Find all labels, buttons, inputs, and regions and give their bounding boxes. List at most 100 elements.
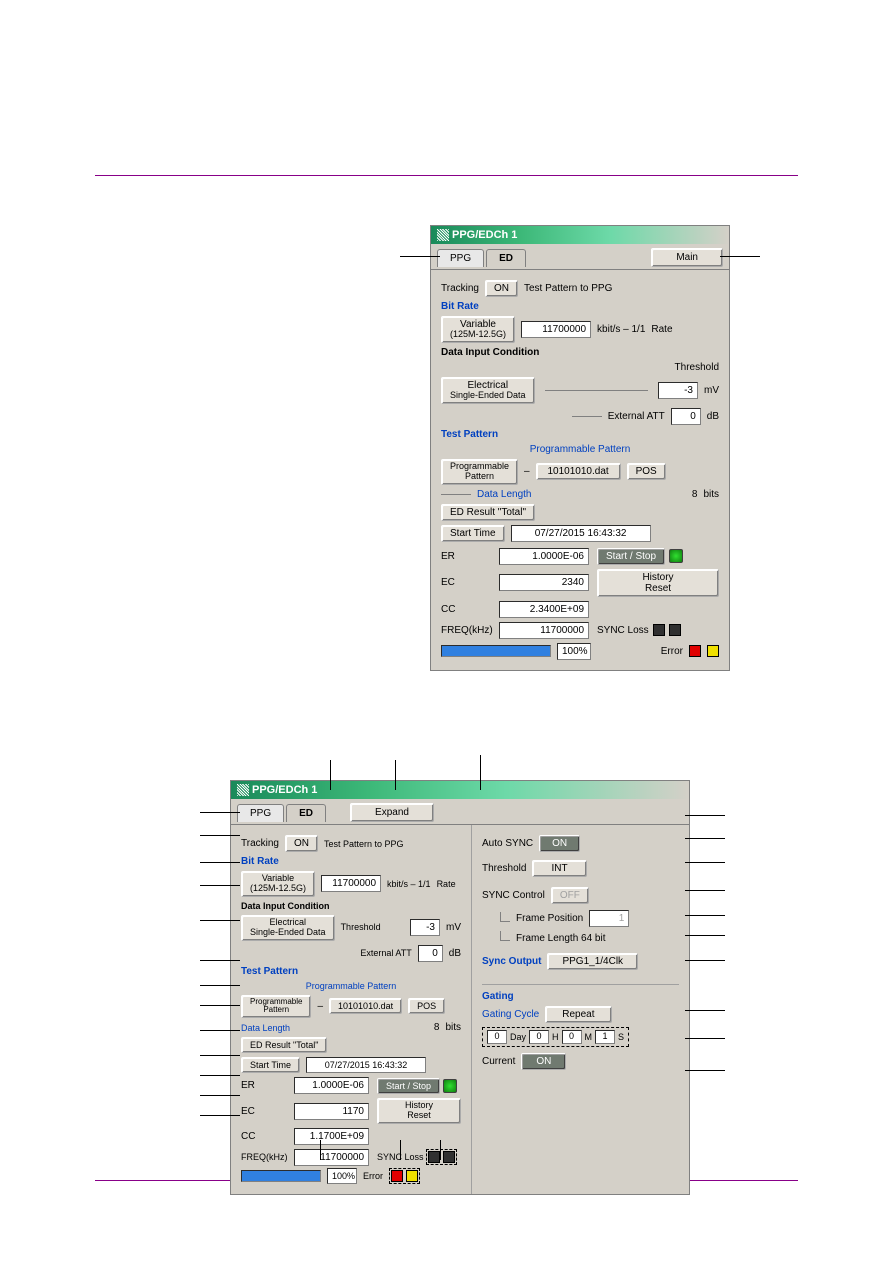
callout [320, 1140, 321, 1160]
prog-pattern-button[interactable]: Programmable Pattern [241, 995, 311, 1019]
ed-result-button[interactable]: ED Result "Total" [241, 1037, 327, 1053]
error-label: Error [661, 646, 683, 657]
progress-pct: 100% [327, 1168, 357, 1184]
pos-button[interactable]: POS [627, 463, 666, 480]
callout [395, 760, 396, 790]
sync-loss-label: SYNC Loss [597, 625, 649, 636]
rate-label: Rate [437, 879, 456, 889]
progress-bar [241, 1170, 321, 1182]
tracking-label: Tracking [241, 838, 279, 849]
ec-label: EC [441, 577, 491, 588]
gating-day-input[interactable]: 0 [487, 1030, 507, 1044]
ext-att-input[interactable]: 0 [671, 408, 701, 425]
callout [200, 1095, 240, 1096]
electrical-button[interactable]: Electrical Single-Ended Data [241, 915, 335, 941]
history-reset-button[interactable]: History Reset [597, 569, 719, 597]
frame-position-label: Frame Position [516, 913, 583, 924]
current-on-button[interactable]: ON [521, 1053, 566, 1070]
bitrate-input[interactable]: 11700000 [321, 875, 381, 892]
callout [685, 915, 725, 916]
gating-s-input[interactable]: 1 [595, 1030, 615, 1044]
variable-line2: (125M-12.5G) [250, 884, 306, 894]
pos-button[interactable]: POS [408, 998, 445, 1014]
data-input-cond-label: Data Input Condition [241, 901, 461, 911]
bitrate-section-label: Bit Rate [441, 301, 719, 312]
error-red-indicator-icon [391, 1170, 403, 1182]
sync-loss-indicator2-icon [443, 1151, 455, 1163]
progress-bar [441, 645, 551, 657]
ec-label: EC [241, 1106, 286, 1117]
threshold-label: Threshold [341, 922, 381, 932]
freq-value: 11700000 [499, 622, 589, 639]
data-length-value: 8 [692, 489, 698, 500]
error-yellow-indicator-icon [406, 1170, 418, 1182]
pattern-file-button[interactable]: 10101010.dat [536, 463, 621, 480]
bits-label: bits [445, 1022, 461, 1033]
sync-control-off-button[interactable]: OFF [551, 887, 589, 904]
day-unit: Day [510, 1032, 526, 1042]
app-icon [437, 229, 449, 241]
callout [685, 1010, 725, 1011]
callout [200, 862, 240, 863]
pattern-file-button[interactable]: 10101010.dat [329, 998, 402, 1014]
electrical-button[interactable]: Electrical Single-Ended Data [441, 377, 535, 404]
expand-button[interactable]: Expand [350, 803, 434, 822]
sync-loss-indicator-icon [653, 624, 665, 636]
sync-loss-indicator-icon [428, 1151, 440, 1163]
test-pattern-section-label: Test Pattern [241, 966, 461, 977]
sync-control-label: SYNC Control [482, 890, 545, 901]
callout [200, 920, 240, 921]
timestamp-display: 07/27/2015 16:43:32 [511, 525, 651, 542]
frame-length-label: Frame Length 64 bit [516, 933, 606, 944]
tab-ed[interactable]: ED [286, 804, 326, 822]
callout [685, 862, 725, 863]
variable-rate-button[interactable]: Variable (125M-12.5G) [241, 871, 315, 897]
tab-ed[interactable]: ED [486, 249, 526, 267]
tab-ppg[interactable]: PPG [437, 249, 484, 267]
titlebar-2: PPG/EDCh 1 [231, 781, 689, 799]
callout [200, 1115, 240, 1116]
db-label: dB [707, 411, 719, 422]
error-label: Error [363, 1171, 383, 1181]
panel-ppg-ed-compact: PPG/EDCh 1 PPG ED Main Tracking ON Test … [430, 225, 730, 671]
tracking-on-button[interactable]: ON [485, 280, 518, 297]
m-unit: M [585, 1032, 593, 1042]
ed-result-button[interactable]: ED Result "Total" [441, 504, 535, 521]
start-time-button[interactable]: Start Time [441, 525, 505, 542]
tab-ppg[interactable]: PPG [237, 804, 284, 822]
frame-position-input[interactable]: 1 [589, 910, 629, 927]
tracking-label: Tracking [441, 283, 479, 294]
ext-att-input[interactable]: 0 [418, 945, 443, 962]
int-button[interactable]: INT [532, 860, 586, 877]
threshold-input[interactable]: -3 [410, 919, 440, 936]
callout [400, 256, 440, 257]
history-reset-button[interactable]: History Reset [377, 1098, 461, 1124]
variable-rate-button[interactable]: Variable (125M-12.5G) [441, 316, 515, 343]
callout [200, 835, 240, 836]
prog-line2: Pattern [450, 472, 509, 482]
auto-sync-on-button[interactable]: ON [539, 835, 580, 852]
gating-cycle-label: Gating Cycle [482, 1009, 539, 1020]
start-time-button[interactable]: Start Time [241, 1057, 300, 1073]
prog-line2: Pattern [250, 1006, 302, 1015]
repeat-button[interactable]: Repeat [545, 1006, 611, 1023]
test-pattern-ppg-label: Test Pattern to PPG [524, 283, 612, 294]
prog-pattern-label: Programmable Pattern [306, 981, 397, 991]
panel-ppg-ed-expanded: PPG/EDCh 1 PPG ED Expand Tracking ON Tes… [230, 780, 690, 1195]
gating-m-input[interactable]: 0 [562, 1030, 582, 1044]
run-indicator-icon [443, 1079, 457, 1093]
tracking-on-button[interactable]: ON [285, 835, 318, 852]
main-button[interactable]: Main [651, 248, 723, 267]
callout [685, 838, 725, 839]
callout [685, 1038, 725, 1039]
threshold-input[interactable]: -3 [658, 382, 698, 399]
gating-h-input[interactable]: 0 [529, 1030, 549, 1044]
start-stop-button[interactable]: Start / Stop [597, 548, 665, 565]
prog-pattern-button[interactable]: Programmable Pattern [441, 459, 518, 485]
sync-output-button[interactable]: PPG1_1/4Clk [547, 953, 638, 970]
data-input-cond-label: Data Input Condition [441, 347, 719, 358]
data-length-value: 8 [434, 1022, 440, 1033]
ext-att-label: External ATT [608, 411, 665, 422]
bitrate-input[interactable]: 11700000 [521, 321, 591, 338]
start-stop-button[interactable]: Start / Stop [377, 1078, 440, 1094]
